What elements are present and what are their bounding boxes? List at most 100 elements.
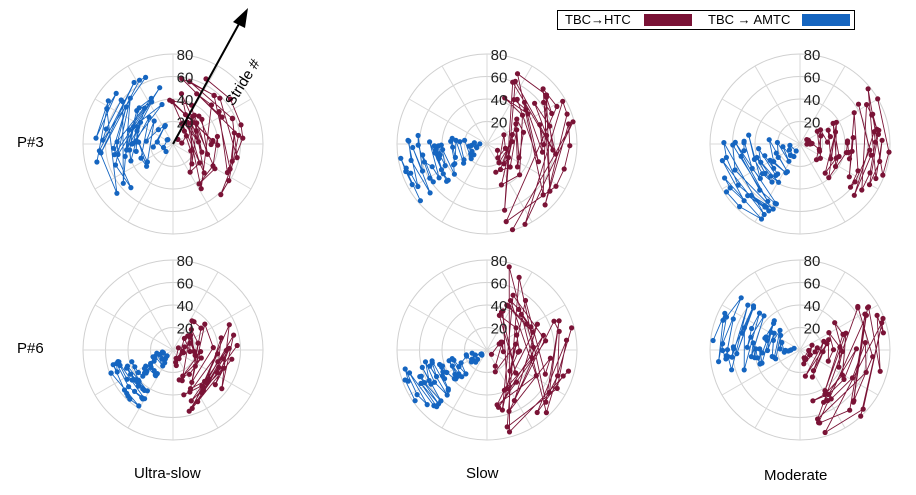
data-point	[126, 384, 132, 390]
data-point	[745, 302, 751, 308]
data-point	[786, 147, 793, 153]
data-point	[516, 306, 522, 312]
data-point	[234, 155, 240, 161]
r-tick-label: 40	[177, 92, 194, 109]
data-point	[561, 166, 567, 172]
polar-grid-spoke	[754, 349, 801, 429]
r-tick-label: 20	[804, 115, 821, 132]
data-point	[398, 155, 404, 161]
data-point	[778, 332, 784, 338]
data-point	[135, 124, 141, 130]
data-point	[832, 129, 839, 135]
data-point	[148, 364, 154, 370]
data-point	[408, 170, 414, 176]
data-point	[178, 91, 185, 97]
data-point	[849, 375, 856, 381]
r-tick-label: 20	[177, 321, 194, 338]
data-point	[128, 158, 134, 164]
data-point	[218, 192, 224, 198]
data-point	[221, 365, 227, 371]
data-point	[192, 363, 198, 369]
r-tick-label: 60	[491, 276, 508, 293]
data-point	[442, 163, 448, 169]
data-point	[405, 137, 411, 143]
data-point	[227, 166, 233, 172]
data-point	[409, 181, 415, 188]
data-point	[858, 413, 864, 419]
data-point	[560, 373, 566, 379]
data-point	[876, 127, 882, 133]
data-point	[519, 112, 526, 118]
data-point	[428, 381, 434, 387]
data-point	[100, 137, 106, 143]
data-point	[104, 106, 110, 112]
data-point	[509, 139, 515, 145]
data-point	[468, 359, 474, 365]
polar-grid-spoke	[441, 65, 488, 145]
data-point	[173, 362, 179, 369]
polar-grid-spoke	[799, 271, 846, 351]
data-point	[179, 140, 185, 146]
data-point	[783, 170, 789, 176]
data-point	[569, 325, 575, 331]
r-tick-label: 40	[804, 298, 821, 315]
data-point	[408, 157, 414, 163]
data-point	[507, 298, 514, 304]
data-point	[113, 90, 119, 96]
data-point	[505, 154, 512, 161]
data-point	[436, 151, 442, 157]
data-point	[229, 356, 235, 362]
data-point	[427, 175, 433, 181]
data-point	[516, 155, 522, 161]
data-point	[181, 392, 187, 398]
data-point	[144, 159, 150, 165]
data-point	[188, 398, 194, 404]
data-point	[129, 141, 135, 147]
data-point	[124, 365, 130, 371]
r-tick-label: 20	[491, 321, 508, 338]
data-point	[419, 168, 426, 174]
data-point	[875, 131, 882, 137]
data-point	[492, 369, 498, 375]
data-point	[824, 139, 831, 145]
data-point	[510, 292, 516, 298]
data-point	[186, 408, 192, 414]
data-point	[781, 349, 787, 355]
data-point	[461, 160, 467, 166]
data-point	[195, 340, 201, 346]
data-point	[129, 377, 135, 383]
r-tick-label: 40	[804, 92, 821, 109]
data-point	[825, 358, 831, 364]
r-tick-label: 60	[177, 70, 194, 87]
data-point	[514, 96, 520, 102]
data-point	[187, 340, 193, 346]
data-point	[427, 139, 433, 145]
data-point	[732, 167, 738, 173]
polar-grid-spoke	[172, 271, 219, 351]
data-point	[427, 363, 433, 369]
data-point	[864, 102, 870, 108]
polar-grid-spoke	[127, 271, 174, 351]
data-point	[463, 371, 469, 377]
data-point	[181, 350, 187, 356]
data-point	[537, 122, 543, 128]
data-point	[565, 368, 572, 374]
data-point	[420, 152, 426, 158]
data-point	[451, 162, 457, 168]
data-point	[738, 153, 744, 159]
data-point	[469, 350, 475, 356]
data-point	[512, 78, 518, 84]
data-point	[452, 371, 458, 377]
data-point	[877, 158, 883, 164]
data-point	[849, 148, 855, 154]
data-point	[126, 127, 132, 133]
data-point	[756, 146, 762, 152]
data-point	[546, 389, 552, 396]
r-tick-label: 80	[804, 253, 821, 270]
data-point	[770, 337, 777, 343]
data-point	[855, 168, 861, 174]
data-point	[218, 335, 224, 341]
data-point	[494, 147, 501, 153]
data-point	[114, 369, 120, 375]
